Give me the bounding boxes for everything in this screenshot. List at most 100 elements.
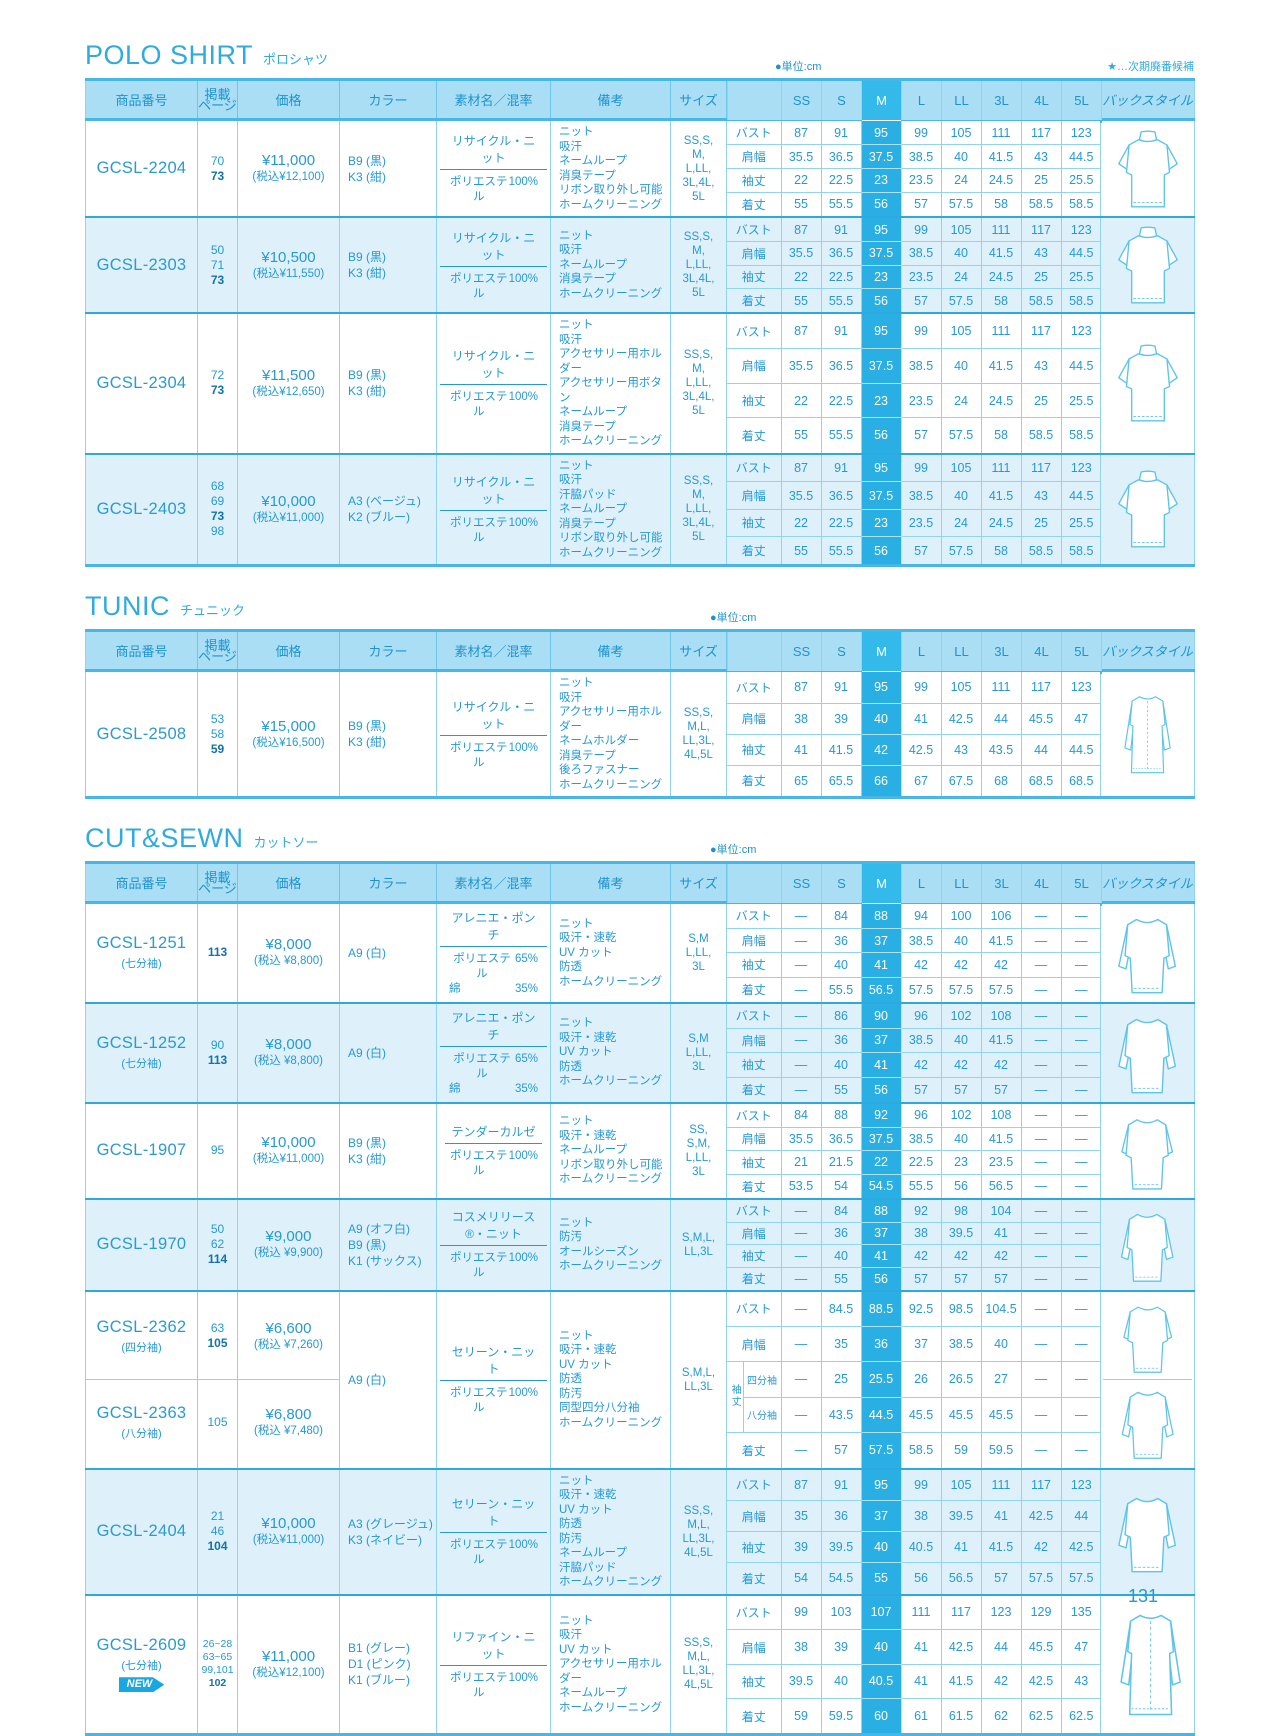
- col-header-measurements: SS S M L LL 3L 4L 5L: [726, 78, 1102, 123]
- note-line: ネームループ: [559, 406, 627, 418]
- size-col-M: M: [861, 632, 902, 673]
- meas-value: 100: [940, 904, 982, 929]
- meas-value: 87: [780, 314, 822, 350]
- meas-value: 24: [940, 168, 982, 193]
- meas-value: 123: [1060, 1469, 1102, 1501]
- meas-value: —: [780, 927, 822, 954]
- size-range-cell: SS,S, M, L,LL, 3L,4L, 5L: [670, 313, 727, 454]
- meas-value: 42.5: [1020, 1663, 1062, 1700]
- meas-value: 22.5: [900, 1150, 942, 1175]
- meas-sublabel: 四分袖: [742, 1361, 782, 1398]
- size-header-table: SS S M L LL 3L 4L 5L: [727, 81, 1102, 123]
- size-col-S: S: [821, 632, 862, 674]
- price: ¥11,000: [261, 152, 316, 169]
- color-option: K3 (ネイビー): [348, 1532, 423, 1547]
- meas-label: 肩幅: [727, 144, 782, 169]
- note-line: ニット: [559, 319, 594, 331]
- notes-cell: ニット 吸汗・速乾 UV カット 防透 ホームクリーニング: [550, 902, 671, 1003]
- note-line: 防透: [559, 1373, 582, 1386]
- meas-value: —: [1020, 1291, 1062, 1328]
- product-row-GCSL-1252: GCSL-1252 (七分袖) 90 113 ¥8,000 (税込 ¥8,800) A9 (…: [85, 1002, 1195, 1103]
- measurements-table: バスト 87 91 95 99 105 111 117 123 肩幅 35.5 36.5 37.5 38.…: [727, 218, 1102, 312]
- material-mix: ポリエステル 100%: [450, 1671, 538, 1699]
- material-name: リサイクル・ニット: [440, 698, 547, 736]
- meas-value: —: [1060, 1076, 1102, 1102]
- size-col-SS: SS: [781, 81, 822, 123]
- product-subtitle: (七分袖): [121, 1660, 162, 1673]
- material-name: テンダーカルゼ: [445, 1123, 542, 1144]
- page-ref: 98: [210, 524, 225, 539]
- meas-value: —: [1060, 1126, 1102, 1151]
- price-tax: (税込¥16,500): [252, 736, 325, 749]
- table-header-row: 商品番号 掲載 ページ 価格 カラー 素材名／混率 備考 サイズ SS S M L LL 3L 4L 5L バッ…: [85, 78, 1195, 123]
- meas-label: 肩幅: [727, 1027, 782, 1053]
- price-cell: ¥9,000 (税込 ¥9,900): [237, 1198, 340, 1291]
- color-cell: B9 (黒) K3 (紺): [339, 119, 437, 217]
- meas-label: バスト: [727, 1291, 782, 1328]
- catalog-table-tunic: 商品番号 掲載 ページ 価格 カラー 素材名／混率 備考 サイズ SS S M L LL 3L 4L 5L バッ…: [85, 629, 1195, 799]
- meas-value: 84: [820, 904, 862, 929]
- col-header-product: 商品番号: [85, 861, 198, 904]
- meas-value: 41: [900, 1629, 942, 1665]
- size-range-cell: SS,S, M, L,LL, 3L,4L, 5L: [670, 217, 727, 313]
- meas-value: —: [1020, 1150, 1062, 1175]
- material-name: アレニエ・ポンチ: [440, 1009, 547, 1047]
- meas-value: 40: [820, 1663, 862, 1700]
- product-code: GCSL-2609: [96, 1636, 187, 1655]
- meas-value: 54: [820, 1173, 862, 1198]
- meas-value: 45.5: [940, 1396, 982, 1433]
- meas-value: 35.5: [780, 348, 822, 384]
- meas-value: 37.5: [860, 348, 902, 384]
- meas-value: 123: [1060, 314, 1102, 350]
- meas-value: 40.5: [860, 1663, 902, 1700]
- size-range-cell: SS,S, M, L,LL, 3L,4L, 5L: [670, 453, 727, 566]
- meas-value: 22: [780, 168, 822, 193]
- meas-value: 57.5: [940, 536, 982, 564]
- meas-value: 23: [860, 382, 902, 419]
- note-line: ネームループ: [559, 1547, 627, 1559]
- size-col-L: L: [901, 864, 942, 906]
- note-line: 防透: [559, 1518, 582, 1530]
- meas-value: —: [1020, 1431, 1062, 1468]
- price-tax: (税込 ¥7,480): [253, 1425, 324, 1438]
- meas-value: 26.5: [940, 1361, 982, 1398]
- meas-value: 123: [1060, 454, 1102, 483]
- meas-value: 38.5: [900, 241, 942, 266]
- meas-value: 58: [980, 536, 1022, 564]
- meas-value: 117: [1020, 1469, 1062, 1501]
- note-line: ホームクリーニング: [559, 1173, 663, 1186]
- col-header-notes: 備考: [550, 629, 671, 672]
- meas-value: 55.5: [820, 536, 862, 564]
- product-cell: GCSL-1251 (七分袖): [85, 902, 198, 1003]
- note-line: ホームクリーニング: [559, 198, 663, 211]
- meas-value: —: [780, 952, 822, 978]
- price: ¥15,000: [261, 717, 316, 735]
- note-line: 防汚: [559, 1387, 582, 1400]
- color-option: K1 (ブルー): [348, 1673, 411, 1688]
- meas-value: 42: [940, 1052, 982, 1078]
- meas-value: —: [780, 1221, 822, 1245]
- meas-label-header: [727, 864, 782, 906]
- meas-value: —: [780, 1244, 822, 1268]
- meas-value: 61.5: [940, 1698, 982, 1733]
- meas-value: —: [1020, 1266, 1062, 1290]
- measurements-table: バスト 87 91 95 99 105 111 117 123 肩幅 35.5 36.5 37.5 38.…: [727, 121, 1102, 216]
- meas-value: —: [1020, 1173, 1062, 1198]
- measurements-table: バスト —84.5 88.5 92.5 98.5 104.5— — 肩幅 —35 36 37 38.5…: [727, 1291, 1102, 1468]
- price-tax: (税込 ¥7,260): [253, 1338, 324, 1351]
- col-header-size: サイズ: [670, 629, 727, 672]
- meas-value: 44.5: [1060, 241, 1102, 266]
- meas-value: 36.5: [820, 348, 862, 384]
- meas-label: バスト: [727, 121, 782, 146]
- backstyle-three-illustration: [1121, 1213, 1174, 1282]
- note-line: 吸汗: [559, 474, 582, 486]
- backstyle-three-illustration: [1118, 1497, 1177, 1572]
- pages-cell: 90 113: [197, 1002, 238, 1103]
- measurements-table: バスト 87 91 95 99 105 111 117 123 肩幅 35 36 37 38 39.5 41 4…: [727, 1469, 1102, 1594]
- meas-value: 37.5: [860, 241, 902, 266]
- backstyle-polo-illustration: [1117, 344, 1178, 422]
- meas-value: 37: [860, 1027, 902, 1053]
- meas-value: 59.5: [820, 1698, 862, 1733]
- price-cell: ¥11,000 (税込¥12,100): [237, 119, 340, 217]
- meas-value: —: [780, 1052, 822, 1078]
